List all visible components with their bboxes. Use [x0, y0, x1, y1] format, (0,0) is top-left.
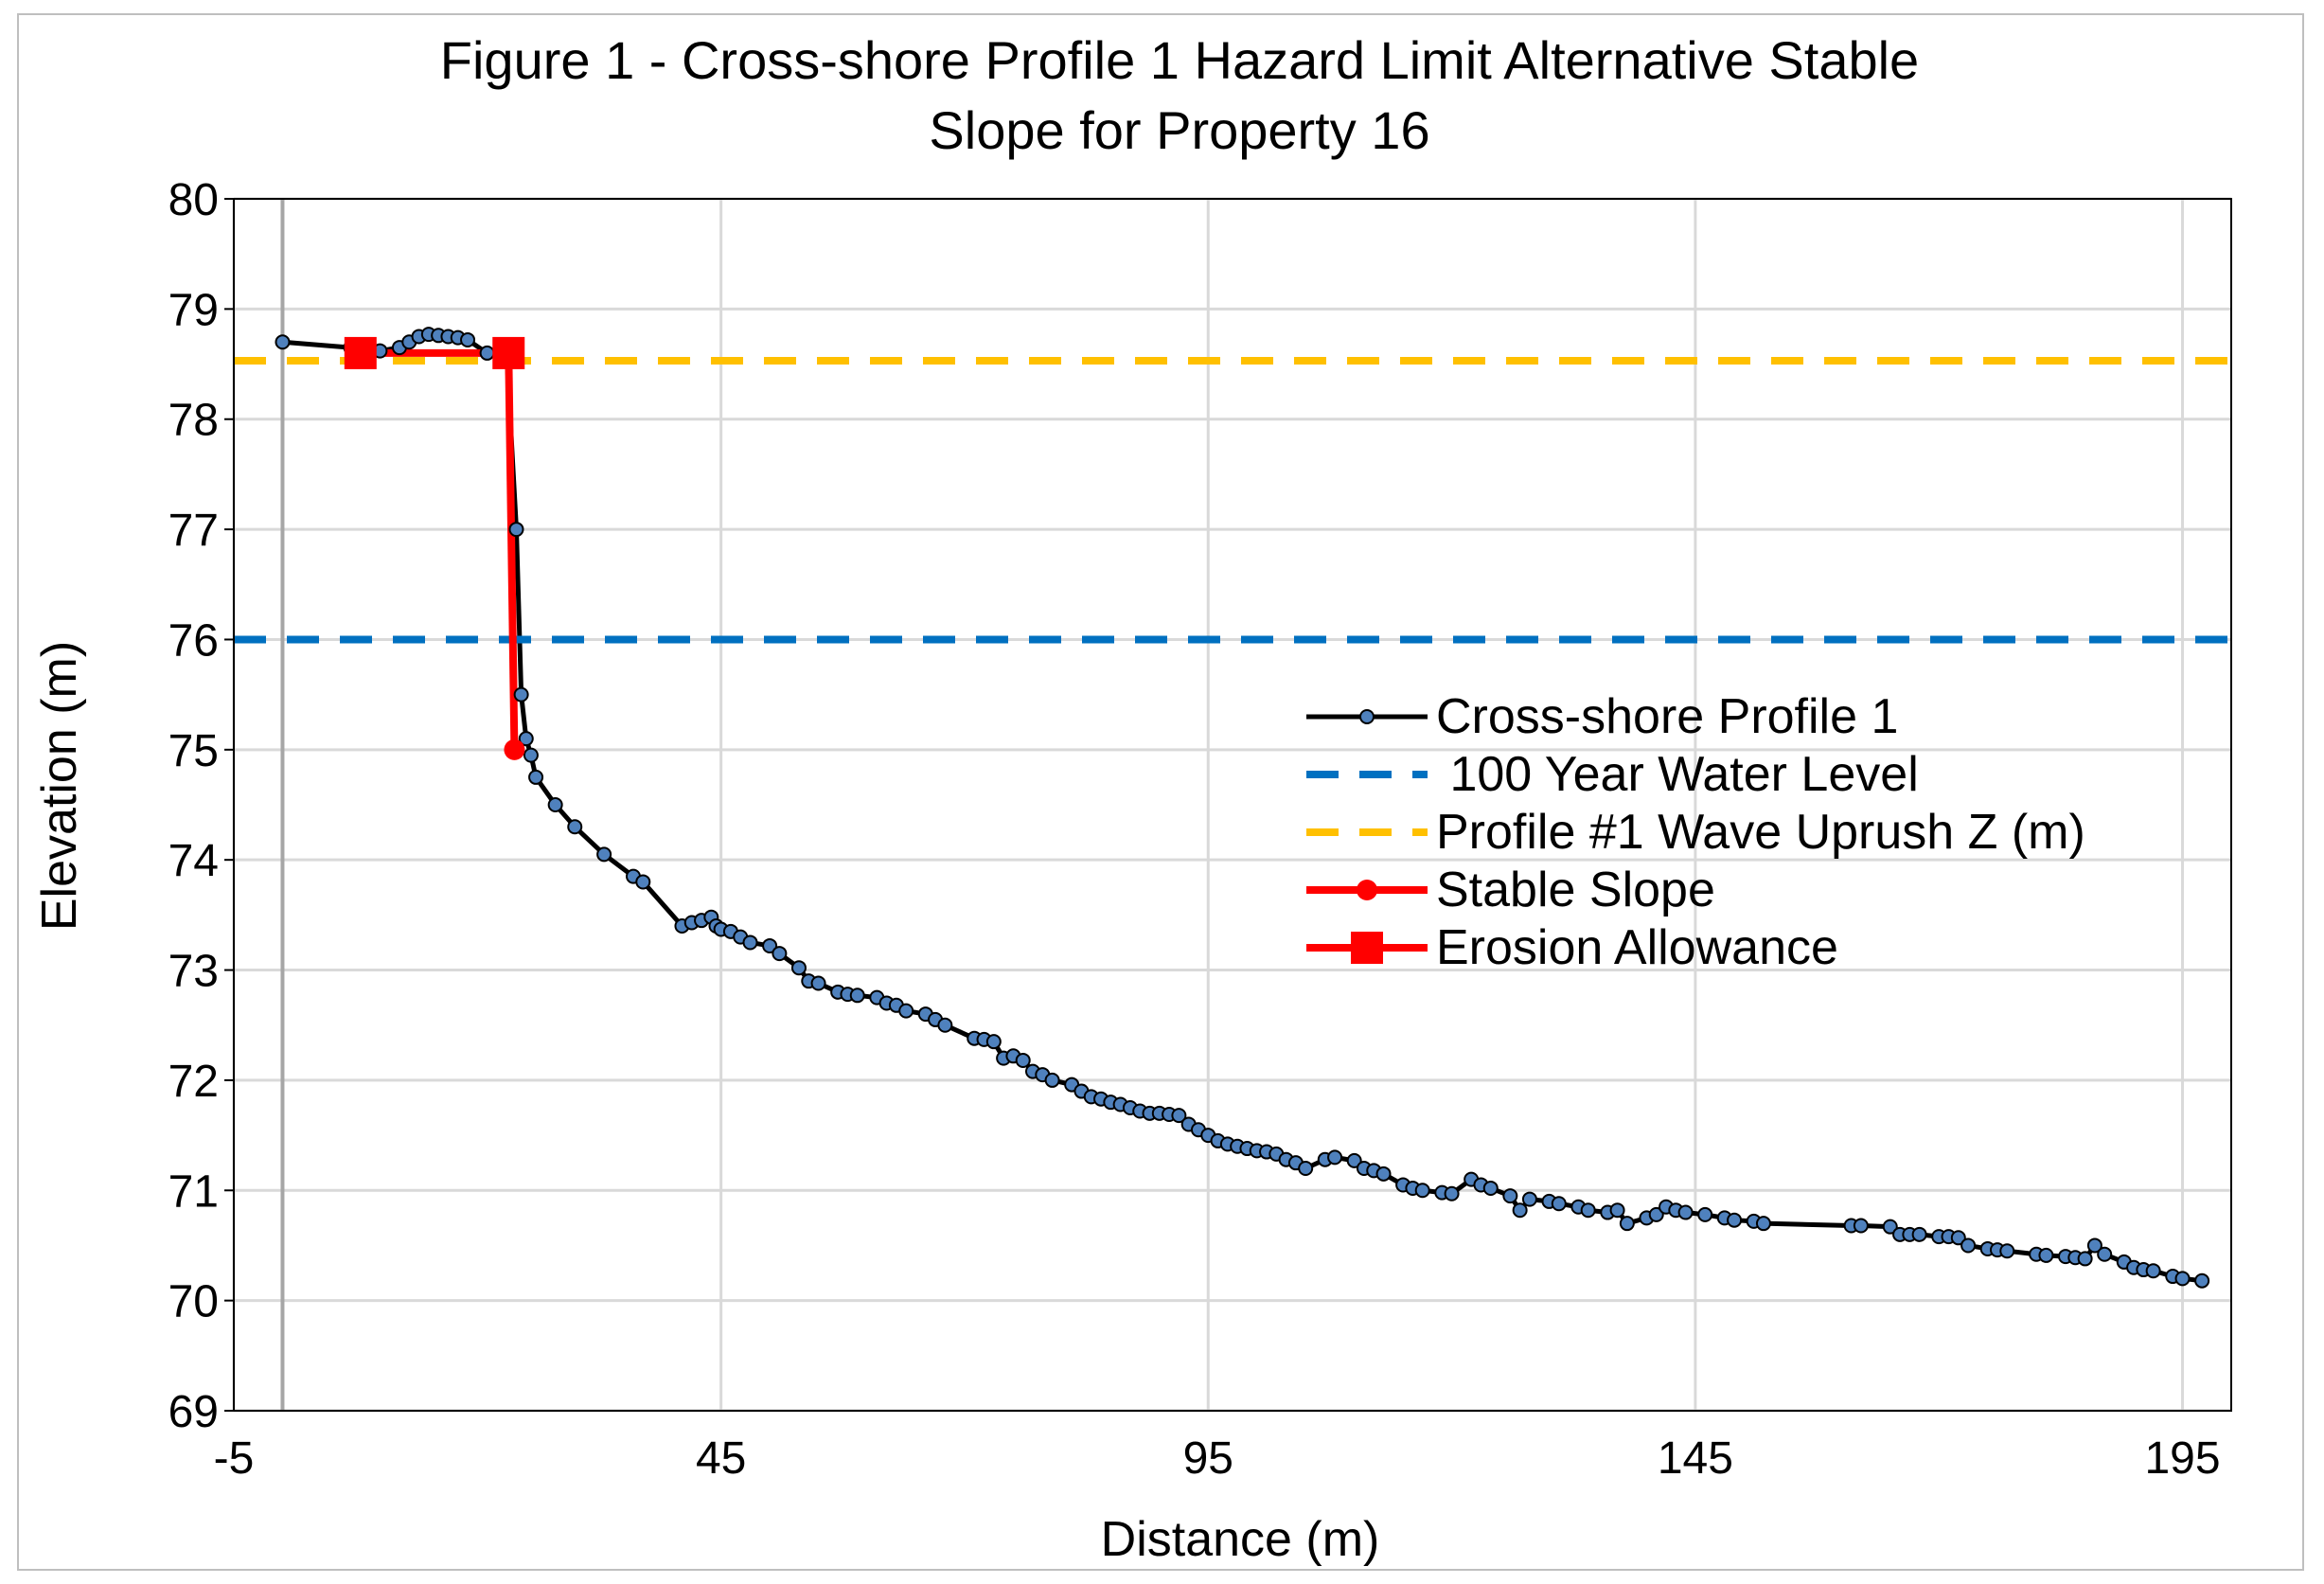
data-point: [2145, 1263, 2161, 1279]
data-point: [1375, 1166, 1392, 1182]
data-point: [1327, 1149, 1343, 1166]
data-point: [1502, 1188, 1518, 1204]
data-point: [849, 988, 865, 1004]
legend-marker: [1357, 880, 1377, 900]
erosion-allowance-point: [344, 336, 377, 369]
data-point: [898, 1003, 914, 1019]
data-point: [2174, 1271, 2191, 1287]
stable-slope-point: [504, 739, 525, 760]
y-tick-label: 75: [169, 726, 219, 776]
data-point: [2097, 1246, 2113, 1262]
data-point: [937, 1017, 953, 1033]
x-tick-label: 45: [696, 1433, 746, 1484]
data-point: [1346, 1152, 1362, 1168]
data-point: [1015, 1052, 1031, 1068]
y-axis-label: Elevation (m): [32, 641, 87, 931]
data-point: [1950, 1230, 1966, 1246]
data-point: [2086, 1237, 2102, 1254]
y-tick-label: 78: [169, 396, 219, 446]
data-point: [1882, 1219, 1898, 1235]
chart-border: [17, 13, 2304, 1571]
y-tick-label: 76: [169, 615, 219, 666]
data-point: [1648, 1206, 1664, 1222]
data-point: [2077, 1251, 2093, 1267]
data-point: [528, 769, 544, 785]
legend-label-0: Cross-shore Profile 1: [1436, 689, 1898, 744]
data-point: [1697, 1206, 1713, 1222]
legend-label-3: Stable Slope: [1436, 863, 1715, 917]
legend-label-4: Erosion Allowance: [1436, 920, 1838, 975]
legend-label-2: Profile #1 Wave Uprush Z (m): [1436, 805, 2085, 860]
y-tick-label: 72: [169, 1057, 219, 1107]
data-point: [513, 686, 529, 703]
data-point: [742, 934, 758, 951]
data-point: [1414, 1183, 1430, 1199]
data-point: [1521, 1191, 1537, 1207]
data-point: [985, 1034, 1002, 1050]
data-point: [479, 345, 495, 361]
data-point: [1999, 1243, 2015, 1259]
y-tick-label: 70: [169, 1277, 219, 1327]
data-point: [1482, 1180, 1499, 1196]
series-line-3: [505, 352, 519, 750]
data-point: [1551, 1196, 1567, 1212]
data-point: [508, 522, 524, 538]
data-point: [547, 797, 563, 812]
data-point: [1444, 1185, 1460, 1201]
plot-area-border: [233, 198, 2232, 1412]
data-point: [790, 960, 807, 976]
legend-label-1: 100 Year Water Level: [1436, 747, 1919, 802]
data-point: [518, 731, 534, 747]
data-point: [567, 819, 583, 835]
y-tick-label: 71: [169, 1166, 219, 1217]
x-axis-label: Distance (m): [1101, 1512, 1380, 1567]
x-tick-label: -5: [214, 1433, 255, 1484]
chart-title-line2: Slope for Property 16: [929, 100, 1429, 160]
data-point: [772, 946, 788, 962]
data-point: [1677, 1204, 1694, 1220]
data-point: [1911, 1226, 1927, 1242]
data-point: [523, 747, 539, 763]
data-point: [1755, 1216, 1771, 1232]
data-point: [1512, 1202, 1528, 1219]
legend-marker: [1351, 932, 1383, 964]
data-point: [460, 331, 476, 347]
data-point: [275, 334, 291, 350]
x-tick-label: 95: [1183, 1433, 1233, 1484]
data-point: [1960, 1237, 1977, 1254]
data-point: [1298, 1161, 1314, 1176]
series: [234, 327, 2231, 1289]
data-point: [635, 874, 651, 890]
y-tick-label: 73: [169, 947, 219, 997]
chart-title-line1: Figure 1 - Cross-shore Profile 1 Hazard …: [440, 30, 1919, 90]
legend-marker: [1359, 709, 1375, 724]
data-point: [1727, 1212, 1743, 1228]
data-point: [1171, 1108, 1187, 1124]
x-tick-label: 145: [1658, 1433, 1733, 1484]
data-point: [2038, 1247, 2054, 1263]
y-tick-label: 79: [169, 285, 219, 335]
data-point: [1619, 1216, 1635, 1232]
erosion-allowance-point: [492, 336, 525, 369]
tick-labels: 69 70 71 72 73 74 75 76 77 78 79 80 -5 45 95 145 195: [169, 175, 2221, 1484]
legend: Cross-shore Profile 1 100 Year Water Lev…: [1306, 689, 2085, 975]
data-point: [1044, 1072, 1060, 1088]
data-point: [596, 846, 612, 863]
y-tick-label: 69: [169, 1387, 219, 1437]
data-point: [810, 975, 826, 991]
data-point: [2194, 1273, 2210, 1289]
x-tick-label: 195: [2144, 1433, 2220, 1484]
y-tick-label: 74: [169, 836, 219, 886]
y-tick-label: 77: [169, 506, 219, 556]
data-point: [1580, 1202, 1596, 1219]
y-tick-label: 80: [169, 175, 219, 225]
data-point: [1853, 1218, 1869, 1234]
data-point: [1609, 1202, 1625, 1219]
data-point: [762, 937, 778, 953]
